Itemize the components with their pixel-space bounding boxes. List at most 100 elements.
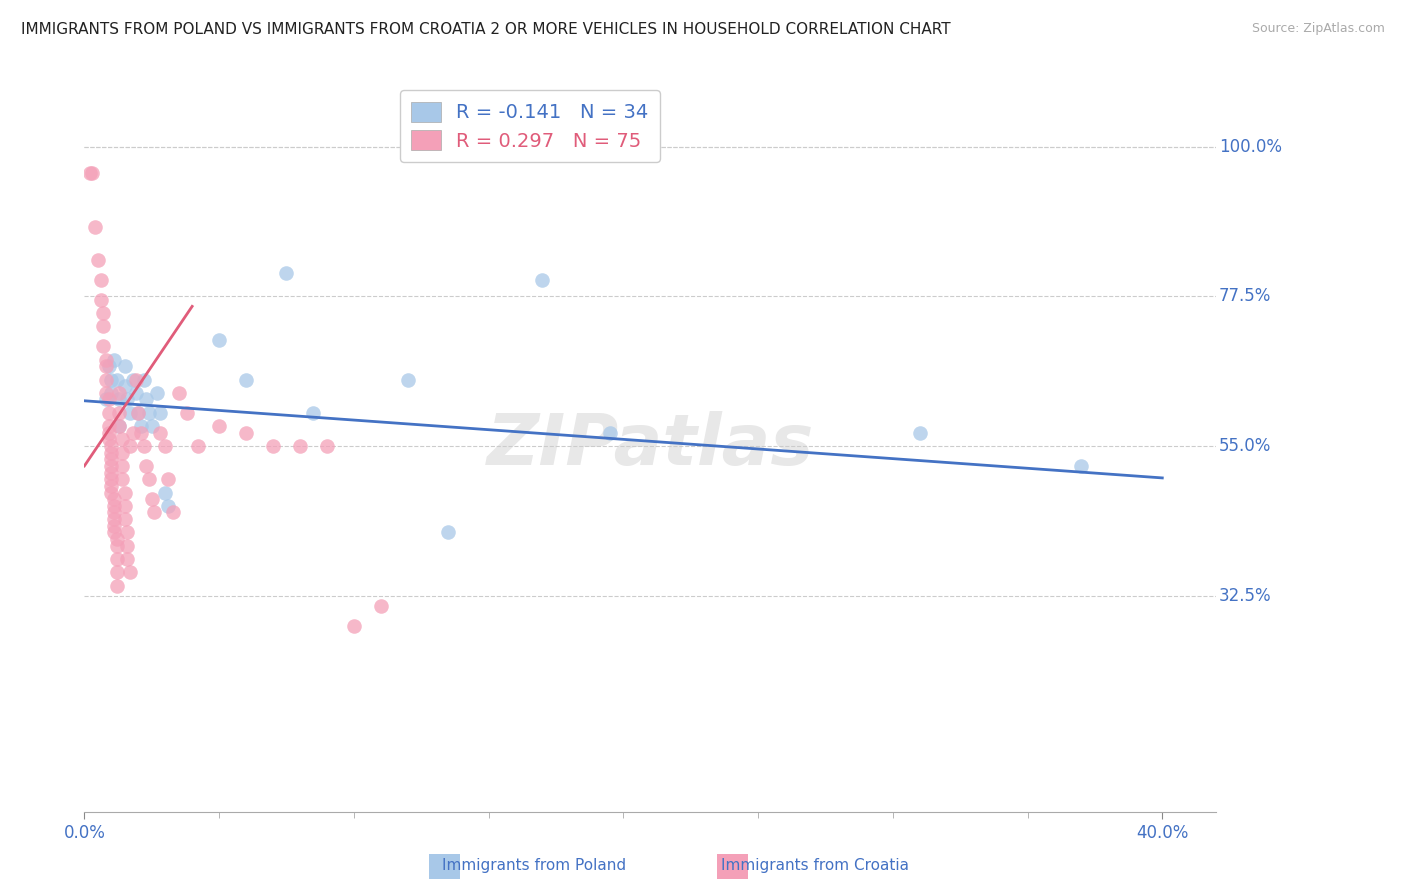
Point: [531, 273, 554, 287]
Text: 77.5%: 77.5%: [1219, 287, 1271, 305]
Point: [114, 485, 136, 500]
Point: [100, 479, 122, 493]
Point: [108, 385, 131, 400]
Point: [156, 472, 179, 486]
Point: [90, 273, 111, 287]
Point: [82, 166, 104, 180]
Point: [276, 266, 298, 280]
Point: [167, 385, 190, 400]
Point: [105, 552, 128, 566]
Point: [108, 419, 131, 434]
Text: Immigrants from Croatia: Immigrants from Croatia: [721, 858, 910, 872]
Point: [117, 539, 139, 553]
Point: [143, 506, 166, 520]
Point: [114, 379, 136, 393]
Point: [97, 425, 120, 440]
Point: [146, 385, 169, 400]
Point: [91, 306, 114, 320]
Point: [100, 458, 122, 473]
Point: [114, 499, 136, 513]
Point: [117, 392, 139, 407]
Point: [111, 445, 134, 459]
Point: [100, 445, 122, 459]
Point: [132, 439, 155, 453]
Point: [208, 419, 231, 434]
Point: [97, 419, 120, 434]
Point: [103, 512, 125, 526]
Point: [105, 532, 128, 546]
Point: [103, 352, 125, 367]
Point: [153, 439, 177, 453]
Point: [94, 359, 117, 374]
Point: [235, 372, 257, 386]
Point: [97, 392, 120, 407]
Point: [105, 566, 128, 580]
Point: [94, 352, 117, 367]
Point: [121, 372, 145, 386]
Point: [84, 219, 107, 234]
Point: [117, 525, 139, 540]
Point: [129, 419, 152, 434]
Point: [103, 525, 125, 540]
Point: [120, 566, 142, 580]
Point: [91, 319, 114, 334]
Point: [186, 439, 209, 453]
Point: [105, 579, 128, 593]
Point: [103, 492, 125, 507]
Point: [127, 406, 149, 420]
Point: [108, 419, 131, 434]
Point: [120, 439, 142, 453]
Point: [100, 466, 122, 480]
Point: [908, 425, 931, 440]
Point: [100, 485, 122, 500]
Text: Source: ZipAtlas.com: Source: ZipAtlas.com: [1251, 22, 1385, 36]
Point: [103, 499, 125, 513]
Point: [105, 539, 128, 553]
Point: [100, 372, 122, 386]
Text: ZIPatlas: ZIPatlas: [486, 411, 814, 481]
Point: [79, 166, 101, 180]
Text: 32.5%: 32.5%: [1219, 587, 1271, 605]
Point: [176, 406, 198, 420]
Point: [97, 433, 120, 447]
Point: [100, 439, 122, 453]
Point: [135, 458, 157, 473]
Point: [91, 339, 114, 353]
Point: [108, 392, 131, 407]
Point: [138, 406, 160, 420]
Point: [94, 372, 117, 386]
Point: [100, 452, 122, 467]
Text: 100.0%: 100.0%: [1219, 137, 1282, 156]
Point: [149, 425, 172, 440]
Point: [127, 406, 149, 420]
Point: [97, 359, 120, 374]
Point: [111, 458, 134, 473]
Point: [138, 472, 160, 486]
Point: [103, 518, 125, 533]
Point: [129, 425, 152, 440]
Point: [87, 252, 110, 267]
Point: [141, 492, 163, 507]
Point: [262, 439, 284, 453]
Point: [302, 406, 325, 420]
Point: [100, 472, 122, 486]
Text: 55.0%: 55.0%: [1219, 437, 1271, 455]
Point: [105, 372, 128, 386]
Point: [114, 359, 136, 374]
Text: Immigrants from Poland: Immigrants from Poland: [443, 858, 626, 872]
Point: [396, 372, 419, 386]
Point: [599, 425, 621, 440]
Point: [124, 372, 146, 386]
Point: [120, 406, 142, 420]
Point: [315, 439, 337, 453]
Point: [111, 433, 134, 447]
Point: [141, 419, 163, 434]
Point: [208, 333, 231, 347]
Point: [108, 406, 131, 420]
Point: [124, 385, 146, 400]
Point: [149, 406, 172, 420]
Point: [156, 499, 179, 513]
Point: [343, 618, 366, 632]
Point: [132, 372, 155, 386]
Point: [117, 552, 139, 566]
